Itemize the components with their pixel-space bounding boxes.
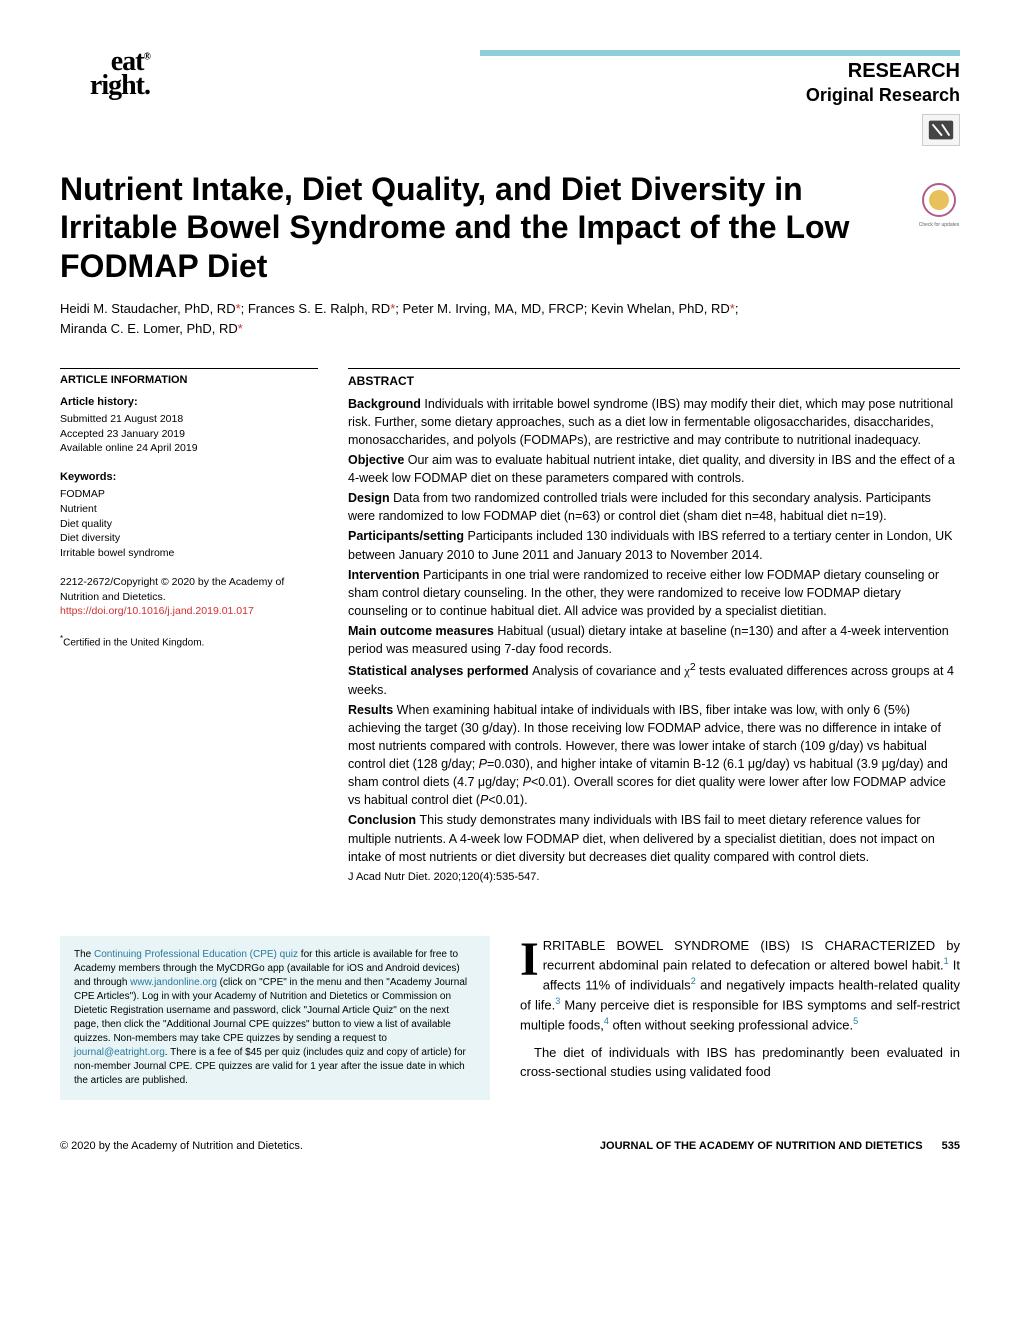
eatright-logo: eat® right. — [60, 50, 150, 98]
accepted-date: Accepted 23 January 2019 — [60, 427, 318, 442]
header-row: eat® right. RESEARCH Original Research — [60, 50, 960, 150]
doi-link[interactable]: https://doi.org/10.1016/j.jand.2019.01.0… — [60, 605, 254, 617]
keywords-block: Keywords: FODMAP Nutrient Diet quality D… — [60, 470, 318, 561]
abstract-text: Individuals with irritable bowel syndrom… — [348, 397, 953, 447]
keyword: Nutrient — [60, 502, 318, 517]
keyword: FODMAP — [60, 487, 318, 502]
abstract-section: Objective Our aim was to evaluate habitu… — [348, 451, 960, 487]
abstract-text: Participants in one trial were randomize… — [348, 568, 939, 618]
abstract-section: Statistical analyses performed Analysis … — [348, 660, 960, 698]
abstract-section: Background Individuals with irritable bo… — [348, 395, 960, 449]
submitted-date: Submitted 21 August 2018 — [60, 412, 318, 427]
footer-journal: JOURNAL OF THE ACADEMY OF NUTRITION AND … — [600, 1140, 960, 1152]
certified-footnote: *Certified in the United Kingdom. — [60, 633, 318, 650]
keywords-heading: Keywords: — [60, 470, 318, 485]
header-bar — [480, 50, 960, 56]
cpe-text-0: The — [74, 949, 94, 960]
cpe-quiz-link[interactable]: Continuing Professional Education (CPE) … — [94, 949, 298, 960]
abstract-text: When examining habitual intake of indivi… — [348, 703, 948, 808]
subsection-label: Original Research — [480, 85, 960, 106]
abstract-label: Background — [348, 397, 424, 411]
abstract-body: Background Individuals with irritable bo… — [348, 395, 960, 866]
online-date: Available online 24 April 2019 — [60, 441, 318, 456]
keyword: Irritable bowel syndrome — [60, 546, 318, 561]
main-columns: ARTICLE INFORMATION Article history: Sub… — [60, 368, 960, 886]
abstract-section: Intervention Participants in one trial w… — [348, 566, 960, 620]
footer-copyright: © 2020 by the Academy of Nutrition and D… — [60, 1140, 303, 1152]
body-p1-8: often without seeking professional advic… — [609, 1017, 853, 1032]
abstract-label: Design — [348, 491, 393, 505]
copyright-block: 2212-2672/Copyright © 2020 by the Academ… — [60, 575, 318, 619]
cpe-box: The Continuing Professional Education (C… — [60, 936, 490, 1100]
abstract-heading: ABSTRACT — [348, 368, 960, 390]
footer-row: © 2020 by the Academy of Nutrition and D… — [60, 1140, 960, 1152]
jandonline-link[interactable]: www.jandonline.org — [130, 977, 217, 988]
svg-text:Check for updates: Check for updates — [919, 222, 960, 228]
abstract-text: This study demonstrates many individuals… — [348, 813, 935, 863]
journal-name: JOURNAL OF THE ACADEMY OF NUTRITION AND … — [600, 1140, 923, 1152]
body-text-column: IRRITABLE BOWEL SYNDROME (IBS) IS CHARAC… — [520, 936, 960, 1100]
ref-5[interactable]: 5 — [853, 1016, 858, 1026]
header-right: RESEARCH Original Research — [480, 50, 960, 150]
abstract-column: ABSTRACT Background Individuals with irr… — [348, 368, 960, 886]
article-history-block: Article history: Submitted 21 August 201… — [60, 395, 318, 456]
footnote-text: Certified in the United Kingdom. — [63, 637, 204, 648]
abstract-section: Results When examining habitual intake o… — [348, 701, 960, 810]
article-info-heading: ARTICLE INFORMATION — [60, 368, 318, 388]
abstract-label: Main outcome measures — [348, 624, 497, 638]
abstract-section: Conclusion This study demonstrates many … — [348, 811, 960, 865]
body-para-2: The diet of individuals with IBS has pre… — [520, 1043, 960, 1082]
article-title: Nutrient Intake, Diet Quality, and Diet … — [60, 170, 908, 285]
trademark: ® — [144, 52, 150, 63]
abstract-text: Our aim was to evaluate habitual nutrien… — [348, 453, 955, 485]
abstract-section: Design Data from two randomized controll… — [348, 489, 960, 525]
journal-email-link[interactable]: journal@eatright.org — [74, 1047, 165, 1058]
citation: J Acad Nutr Diet. 2020;120(4):535-547. — [348, 870, 960, 886]
check-updates-icon[interactable]: Check for updates — [918, 180, 960, 232]
crossmark-icon[interactable] — [922, 114, 960, 146]
abstract-section: Main outcome measures Habitual (usual) d… — [348, 622, 960, 658]
abstract-label: Participants/setting — [348, 529, 467, 543]
body-para-1: IRRITABLE BOWEL SYNDROME (IBS) IS CHARAC… — [520, 936, 960, 1035]
authors-line2: Miranda C. E. Lomer, PhD, RD* — [60, 321, 243, 336]
research-label: RESEARCH — [480, 60, 960, 83]
keyword: Diet diversity — [60, 531, 318, 546]
article-info-column: ARTICLE INFORMATION Article history: Sub… — [60, 368, 318, 886]
abstract-label: Objective — [348, 453, 408, 467]
logo-bottom: right. — [90, 70, 150, 101]
keyword: Diet quality — [60, 517, 318, 532]
abstract-section: Participants/setting Participants includ… — [348, 527, 960, 563]
lower-section: The Continuing Professional Education (C… — [60, 936, 960, 1100]
history-heading: Article history: — [60, 395, 318, 410]
abstract-text: Data from two randomized controlled tria… — [348, 491, 931, 523]
body-p1-0: RRITABLE BOWEL SYNDROME (IBS) IS CHARACT… — [543, 938, 960, 973]
title-row: Nutrient Intake, Diet Quality, and Diet … — [60, 170, 960, 299]
copyright-text: 2212-2672/Copyright © 2020 by the Academ… — [60, 575, 318, 604]
authors-line1: Heidi M. Staudacher, PhD, RD*; Frances S… — [60, 301, 738, 316]
dropcap: I — [520, 936, 543, 981]
page-number: 535 — [942, 1140, 960, 1152]
abstract-label: Intervention — [348, 568, 423, 582]
abstract-label: Statistical analyses performed — [348, 664, 532, 678]
authors: Heidi M. Staudacher, PhD, RD*; Frances S… — [60, 299, 960, 338]
abstract-label: Conclusion — [348, 813, 420, 827]
abstract-label: Results — [348, 703, 397, 717]
